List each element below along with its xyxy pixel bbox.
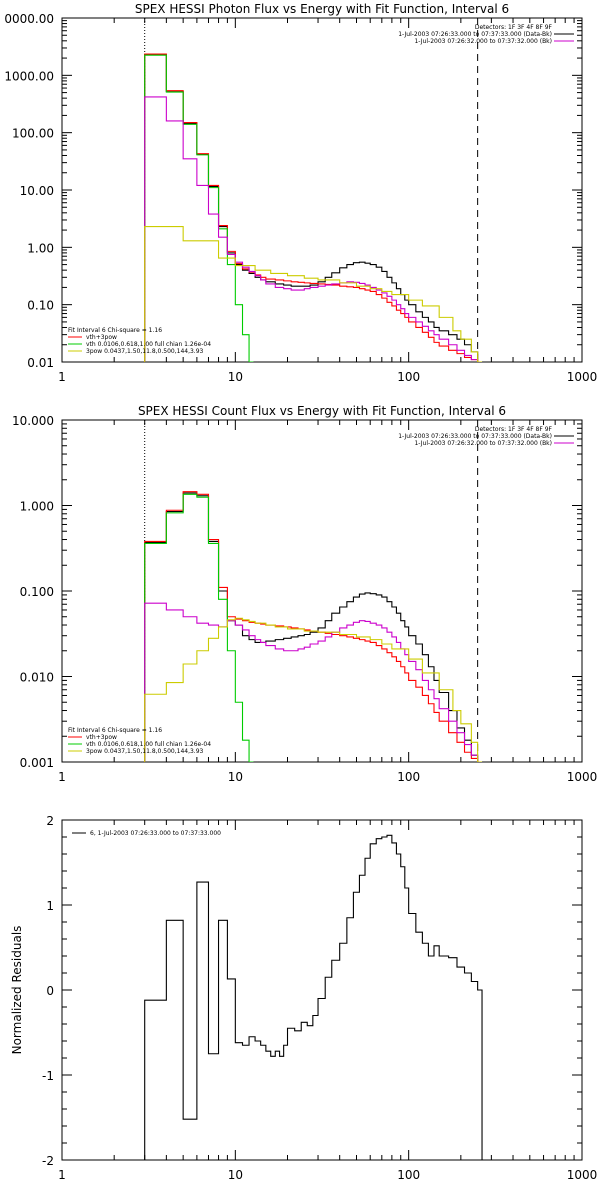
y-tick-label: -2	[42, 1154, 54, 1168]
y-tick-label: 0	[46, 984, 54, 998]
header-line: Detectors: 1F 3F 4F 8F 9F	[475, 426, 553, 433]
y-tick-label: 0000.00	[4, 12, 54, 26]
y-tick-label: 0.010	[20, 671, 54, 685]
series-line-1	[144, 834, 483, 1160]
y-tick-label: 1	[46, 899, 54, 913]
y-tick-label: -1	[42, 1069, 54, 1083]
series-group	[144, 834, 483, 1160]
series-line-2	[144, 491, 483, 762]
legend-entry: 3pow 0.0437,1.50,11.8,0.500,144,3.93	[86, 748, 204, 755]
series-line-3	[144, 54, 254, 362]
series-line-1	[144, 492, 483, 762]
series-group	[144, 491, 483, 762]
plot-frame	[61, 819, 583, 1161]
x-tick-label: 100	[397, 770, 420, 784]
y-tick-label: 10.000	[12, 414, 54, 428]
legend-entry: vth+3pow	[86, 734, 117, 741]
series-group	[144, 53, 483, 362]
y-tick-label: 0.100	[20, 585, 54, 599]
series-line-3	[144, 493, 254, 762]
header-line: Detectors: 1F 3F 4F 8F 9F	[475, 24, 553, 31]
chart-title: SPEX HESSI Count Flux vs Energy with Fit…	[138, 404, 506, 418]
legend-entry: 6, 1-Jul-2003 07:26:33.000 to 07:37:33.0…	[90, 830, 221, 837]
y-tick-label: 0.01	[27, 356, 54, 370]
series-line-2	[144, 53, 483, 362]
header-line: 1-Jul-2003 07:26:32.000 to 07:37:32.000 …	[414, 440, 552, 447]
panel-2: SPEX HESSI Count Flux vs Energy with Fit…	[12, 404, 597, 784]
panel-1: SPEX HESSI Photon Flux vs Energy with Fi…	[4, 2, 597, 384]
x-tick-label: 100	[397, 1168, 420, 1182]
plot-frame	[61, 17, 583, 363]
x-tick-label: 100	[397, 370, 420, 384]
y-tick-label: 0.10	[27, 299, 54, 313]
x-tick-label: 1	[58, 370, 66, 384]
series-line-1	[144, 54, 483, 362]
y-tick-label: 0.001	[20, 756, 54, 770]
series-line-5	[144, 226, 483, 362]
legend-entry: vth 0.0106,0.618,1.00 full chian 1.26e-0…	[86, 741, 211, 748]
x-tick-label: 1	[58, 1168, 66, 1182]
y-axis-label: Normalized Residuals	[10, 926, 24, 1055]
y-tick-label: 100.00	[12, 127, 54, 141]
panel-3: 1 10 100 1000 -2 -1 0 1 2 Normalized Residuals 6, …	[10, 814, 597, 1182]
y-tick-label: 10.00	[20, 184, 54, 198]
legend-entry: 3pow 0.0437,1.50,11.8,0.500,144,3.93	[86, 348, 204, 355]
header-line: 1-Jul-2003 07:26:33.000 to 07:37:33.000 …	[398, 31, 552, 38]
x-tick-label: 1000	[567, 1168, 598, 1182]
y-tick-label: 1.000	[20, 500, 54, 514]
legend-title: Fit Interval 6 Chi-square = 1.16	[68, 727, 162, 734]
y-tick-label: 1000.00	[4, 69, 54, 83]
legend-entry: vth 0.0106,0.618,1.00 full chian 1.26e-0…	[86, 341, 211, 348]
x-tick-label: 1	[58, 770, 66, 784]
chart-title: SPEX HESSI Photon Flux vs Energy with Fi…	[135, 2, 509, 16]
legend-title: Fit Interval 6 Chi-square = 1.16	[68, 327, 162, 334]
series-line-4	[144, 602, 483, 762]
plot-frame	[61, 419, 583, 763]
x-tick-label: 1000	[567, 370, 598, 384]
x-tick-label: 10	[228, 1168, 243, 1182]
header-line: 1-Jul-2003 07:26:33.000 to 07:37:33.000 …	[398, 433, 552, 440]
header-line: 1-Jul-2003 07:26:32.000 to 07:37:32.000 …	[414, 38, 552, 45]
x-tick-label: 10	[228, 370, 243, 384]
x-tick-label: 10	[228, 770, 243, 784]
series-line-5	[144, 617, 483, 762]
x-tick-label: 1000	[567, 770, 598, 784]
legend-entry: vth+3pow	[86, 334, 117, 341]
y-tick-label: 1.00	[27, 241, 54, 255]
y-tick-label: 2	[46, 814, 54, 828]
